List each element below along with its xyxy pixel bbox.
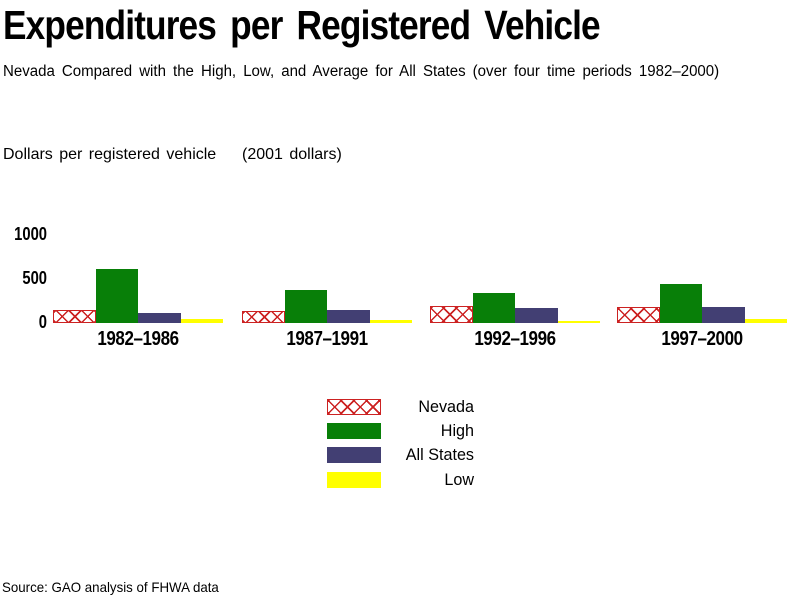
bar-low-1992-1996 bbox=[557, 320, 600, 323]
x-category-label-1987-1991: 1987–1991 bbox=[286, 328, 368, 350]
y-tick-label-0: 0 bbox=[38, 312, 47, 332]
legend-label-all-states: All States bbox=[405, 445, 474, 465]
legend-swatch-low bbox=[327, 471, 381, 488]
bar-low-1997-2000 bbox=[744, 319, 787, 323]
chart-title: Expenditures per Registered Vehicle bbox=[3, 2, 601, 48]
bar-nevada-1987-1991 bbox=[242, 310, 285, 323]
legend-swatch-nevada bbox=[327, 399, 381, 415]
bar-all-states-1992-1996 bbox=[515, 308, 558, 323]
legend-label-nevada: Nevada bbox=[418, 397, 474, 416]
bar-all-states-1987-1991 bbox=[327, 310, 370, 323]
legend-label-high: High bbox=[440, 421, 474, 441]
chart-subtitle: Nevada Compared with the High, Low, and … bbox=[3, 63, 720, 80]
bar-nevada-1982-1986 bbox=[53, 309, 96, 323]
bar-high-1982-1986 bbox=[95, 269, 138, 323]
source-note: Source: GAO analysis of FHWA data bbox=[2, 579, 219, 595]
bar-low-1982-1986 bbox=[180, 319, 223, 323]
legend-swatch-all-states bbox=[327, 447, 381, 464]
bar-nevada-1992-1996 bbox=[430, 305, 473, 323]
x-category-label-1982-1986: 1982–1986 bbox=[97, 328, 179, 350]
bar-high-1992-1996 bbox=[472, 293, 515, 323]
legend-swatch-high bbox=[327, 423, 381, 440]
x-category-label-1997-2000: 1997–2000 bbox=[661, 328, 743, 350]
bar-high-1987-1991 bbox=[284, 289, 327, 323]
bar-all-states-1982-1986 bbox=[138, 312, 181, 323]
y-tick-label-500: 500 bbox=[22, 268, 47, 288]
y-tick-label-1000: 1000 bbox=[14, 224, 48, 244]
bar-nevada-1997-2000 bbox=[617, 306, 660, 323]
y-axis-title: Dollars per registered vehicle (2001 dol… bbox=[3, 146, 342, 163]
bar-high-1997-2000 bbox=[659, 283, 702, 323]
x-category-label-1992-1996: 1992–1996 bbox=[474, 328, 556, 350]
bar-all-states-1997-2000 bbox=[702, 307, 745, 323]
legend-label-low: Low bbox=[444, 469, 474, 489]
bar-low-1987-1991 bbox=[369, 319, 412, 323]
